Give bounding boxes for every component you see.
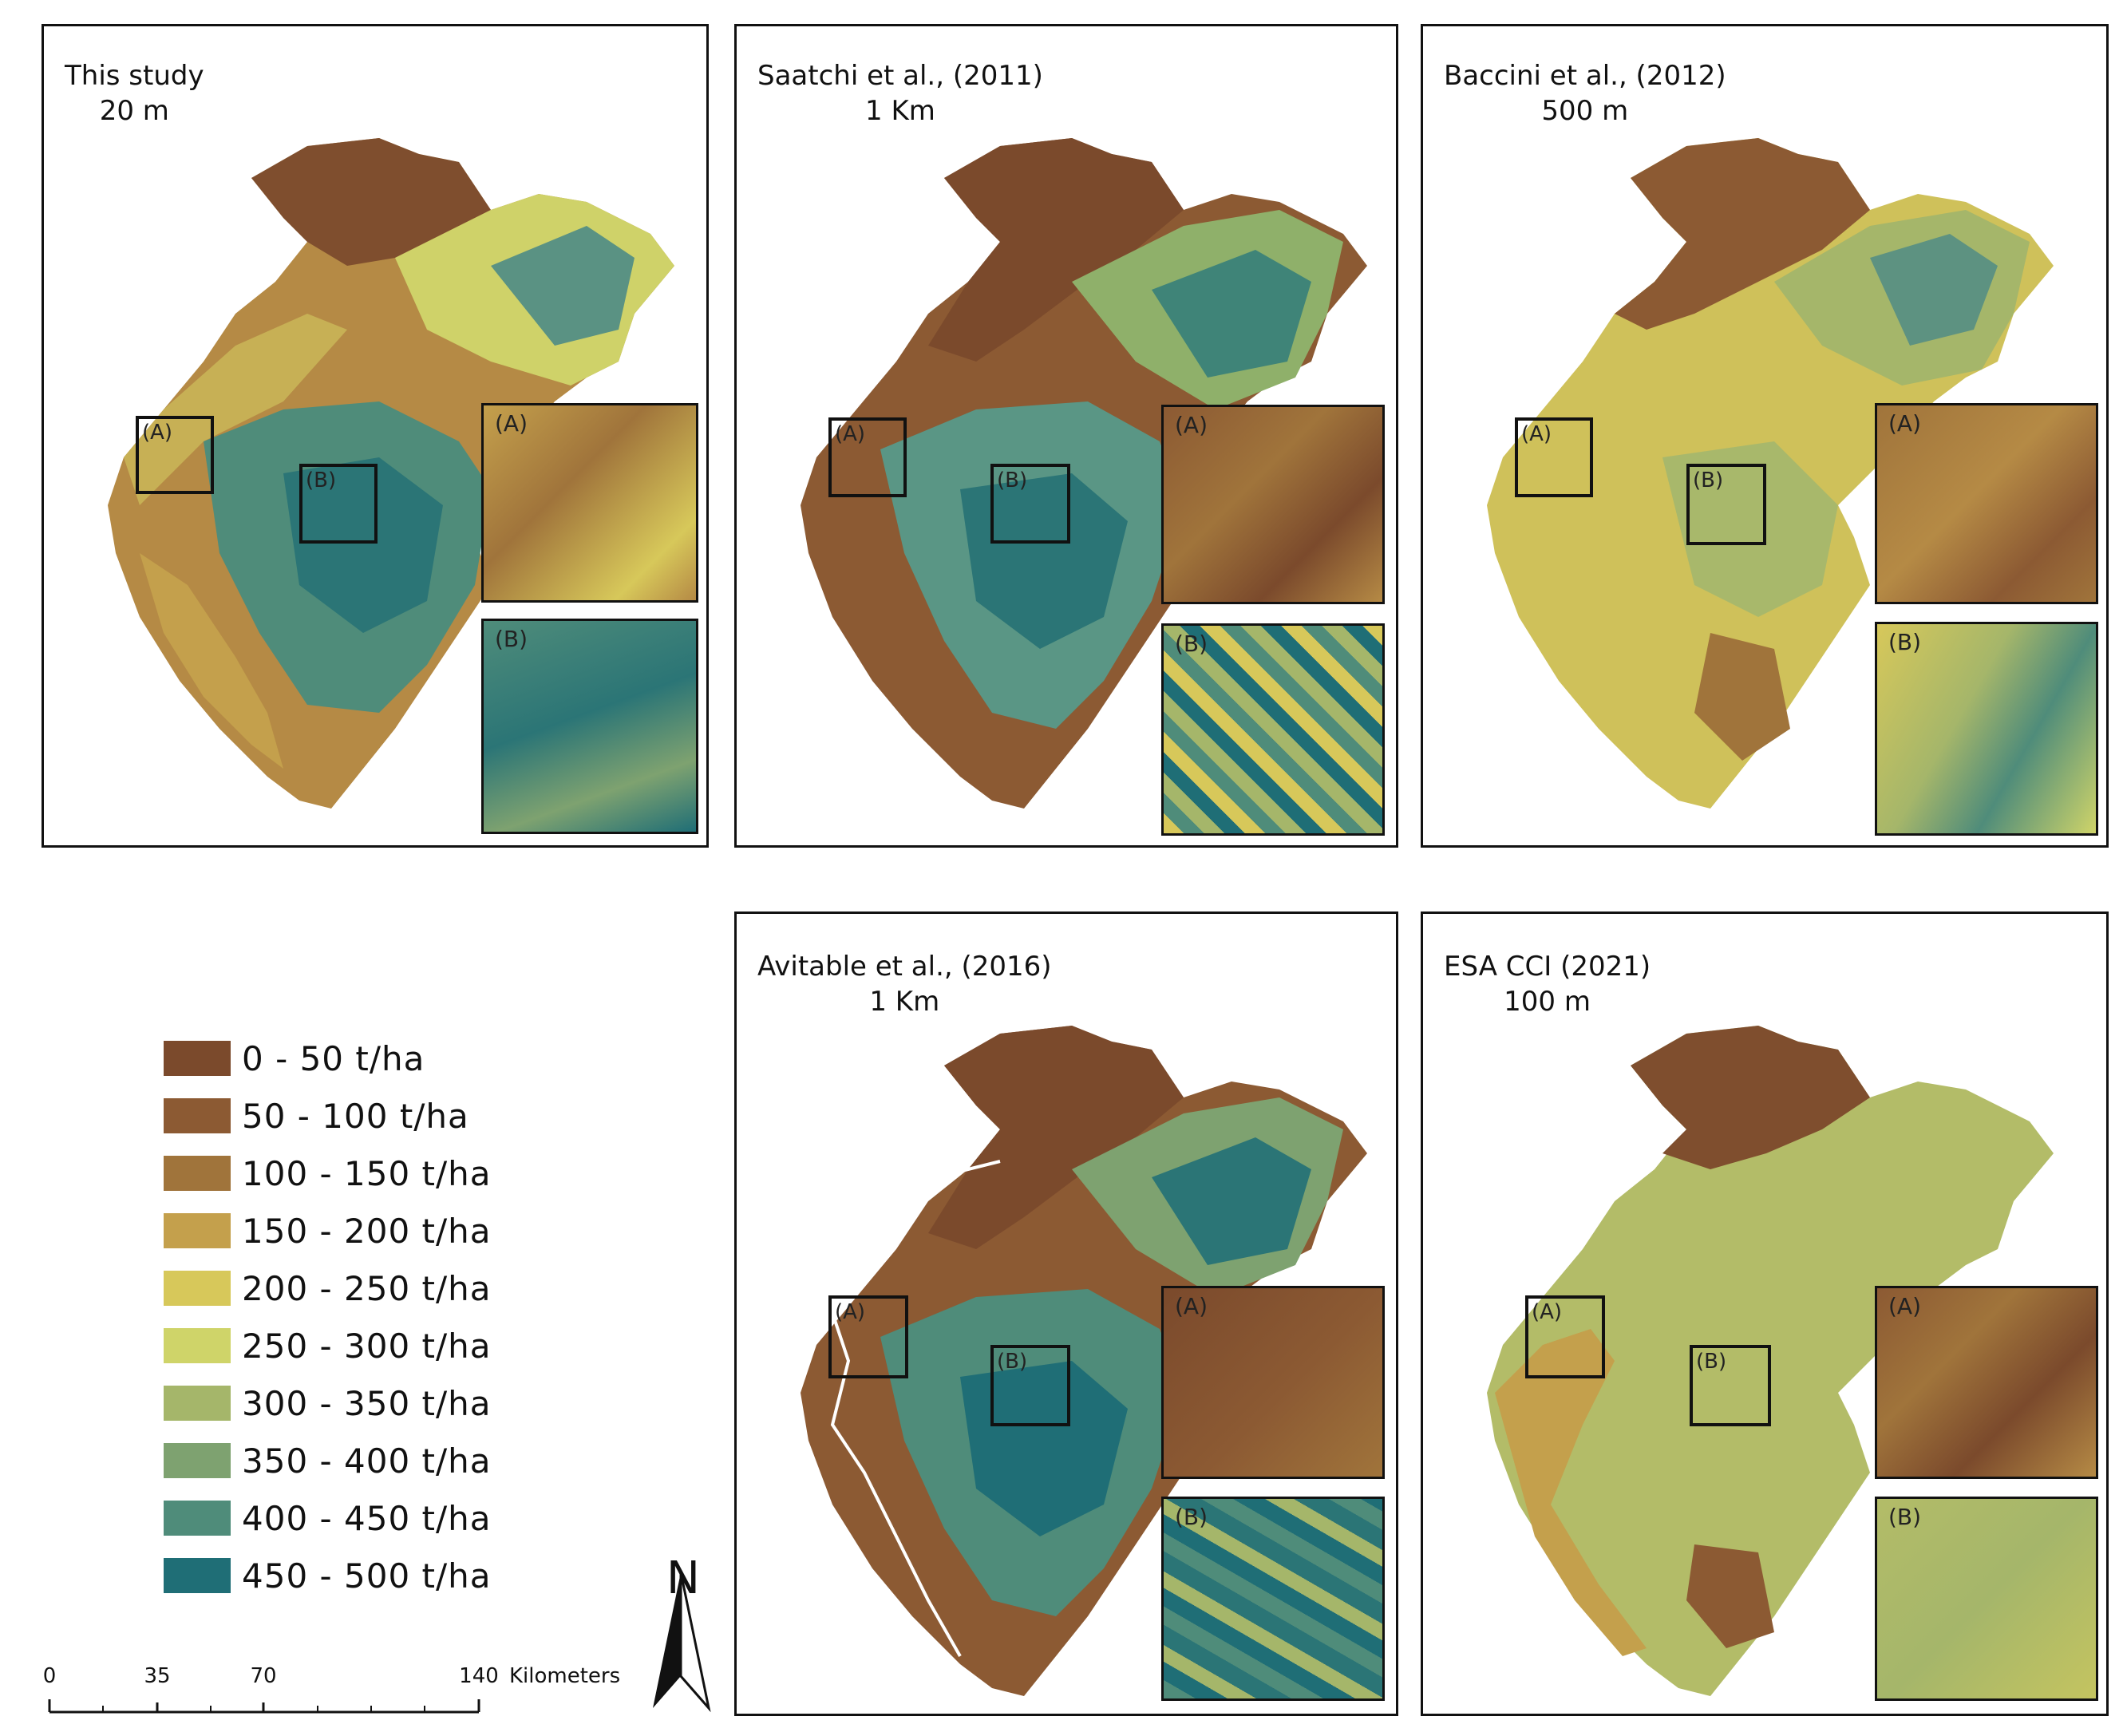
legend-swatch bbox=[164, 1098, 231, 1133]
legend-label: 50 - 100 t/ha bbox=[242, 1096, 469, 1136]
inset-b: (B) bbox=[1875, 1497, 2098, 1701]
inset-a: (A) bbox=[1875, 403, 2098, 604]
legend-label: 300 - 350 t/ha bbox=[242, 1383, 492, 1423]
panel-title: Saatchi et al., (2011) 1 Km bbox=[757, 60, 1043, 127]
inset-b: (B) bbox=[1161, 1497, 1385, 1701]
legend-swatch bbox=[164, 1156, 231, 1191]
legend-item: 250 - 300 t/ha bbox=[164, 1317, 492, 1374]
legend-item: 350 - 400 t/ha bbox=[164, 1432, 492, 1489]
inset-b: (B) bbox=[1161, 623, 1385, 836]
inset-a: (A) bbox=[1875, 1286, 2098, 1479]
map-panel-this-study: This study 20 m (A) (B) (A) (B) bbox=[42, 24, 709, 848]
legend-swatch bbox=[164, 1041, 231, 1076]
legend-item: 450 - 500 t/ha bbox=[164, 1547, 492, 1604]
region-box-a: (A) bbox=[1515, 417, 1593, 497]
region-box-a: (A) bbox=[1525, 1295, 1605, 1378]
inset-a: (A) bbox=[1161, 405, 1385, 604]
legend-swatch bbox=[164, 1328, 231, 1363]
legend-label: 250 - 300 t/ha bbox=[242, 1326, 492, 1366]
region-box-b: (B) bbox=[990, 464, 1070, 544]
map-panel-saatchi: Saatchi et al., (2011) 1 Km (A) (B) (A) (… bbox=[734, 24, 1398, 848]
legend-swatch bbox=[164, 1386, 231, 1421]
region-box-a: (A) bbox=[136, 416, 214, 494]
region-box-b: (B) bbox=[1686, 464, 1766, 545]
legend-label: 0 - 50 t/ha bbox=[242, 1038, 425, 1078]
legend-swatch bbox=[164, 1213, 231, 1248]
inset-a: (A) bbox=[1161, 1286, 1385, 1479]
biomass-map bbox=[801, 138, 1367, 809]
legend-swatch bbox=[164, 1501, 231, 1536]
inset-b: (B) bbox=[1875, 622, 2098, 836]
legend-label: 450 - 500 t/ha bbox=[242, 1556, 492, 1596]
panel-title: Baccini et al., (2012) 500 m bbox=[1444, 60, 1726, 127]
scale-bar: 0 35 70 140 Kilometers bbox=[42, 1664, 620, 1728]
legend-item: 400 - 450 t/ha bbox=[164, 1489, 492, 1547]
legend-label: 350 - 400 t/ha bbox=[242, 1441, 492, 1481]
legend-item: 100 - 150 t/ha bbox=[164, 1145, 492, 1202]
region-box-b: (B) bbox=[990, 1345, 1070, 1426]
legend-item: 0 - 50 t/ha bbox=[164, 1030, 492, 1087]
region-box-b: (B) bbox=[1690, 1345, 1771, 1426]
biomass-map bbox=[1487, 138, 2054, 809]
region-box-b: (B) bbox=[299, 464, 378, 544]
biomass-map bbox=[801, 1026, 1367, 1696]
scale-tick-label: 70 bbox=[250, 1664, 277, 1688]
legend-label: 150 - 200 t/ha bbox=[242, 1211, 492, 1251]
region-box-a: (A) bbox=[828, 1295, 908, 1378]
legend-swatch bbox=[164, 1558, 231, 1593]
panel-title: Avitable et al., (2016) 1 Km bbox=[757, 951, 1052, 1018]
map-panel-avitable: Avitable et al., (2016) 1 Km (A) (B) (A) … bbox=[734, 911, 1398, 1716]
biomass-map bbox=[108, 138, 674, 809]
scale-tick-label: 140 bbox=[459, 1664, 499, 1688]
legend: 0 - 50 t/ha 50 - 100 t/ha 100 - 150 t/ha 15… bbox=[164, 1030, 492, 1604]
legend-item: 200 - 250 t/ha bbox=[164, 1259, 492, 1317]
legend-item: 150 - 200 t/ha bbox=[164, 1202, 492, 1259]
panel-title: ESA CCI (2021) 100 m bbox=[1444, 951, 1651, 1018]
legend-item: 300 - 350 t/ha bbox=[164, 1374, 492, 1432]
inset-a: (A) bbox=[481, 403, 698, 603]
scale-tick-label: 0 bbox=[42, 1664, 57, 1688]
legend-label: 400 - 450 t/ha bbox=[242, 1498, 492, 1538]
scale-unit: Kilometers bbox=[509, 1664, 621, 1688]
north-arrow-icon bbox=[653, 1572, 711, 1713]
legend-item: 50 - 100 t/ha bbox=[164, 1087, 492, 1145]
inset-b: (B) bbox=[481, 619, 698, 834]
region-box-a: (A) bbox=[828, 417, 907, 497]
legend-label: 200 - 250 t/ha bbox=[242, 1268, 492, 1308]
map-panel-baccini: Baccini et al., (2012) 500 m (A) (B) (A) … bbox=[1421, 24, 2109, 848]
map-panel-esa: ESA CCI (2021) 100 m (A) (B) (A) (B) bbox=[1421, 911, 2109, 1716]
legend-swatch bbox=[164, 1271, 231, 1306]
legend-label: 100 - 150 t/ha bbox=[242, 1153, 492, 1193]
scale-tick-label: 35 bbox=[144, 1664, 171, 1688]
panel-title: This study 20 m bbox=[65, 60, 204, 127]
legend-swatch bbox=[164, 1443, 231, 1478]
